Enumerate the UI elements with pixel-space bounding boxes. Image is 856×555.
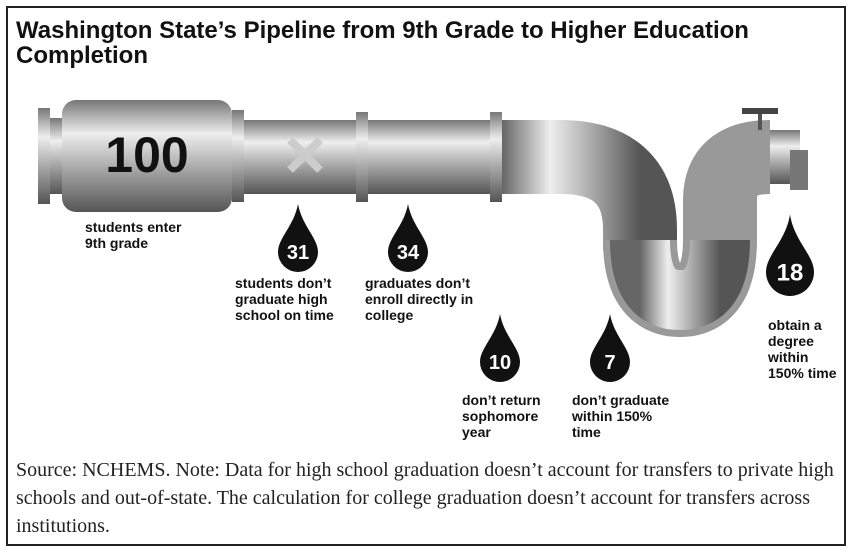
- start-label: students enter: [85, 219, 182, 235]
- drop-label: within 150%: [571, 408, 653, 424]
- drop-label: 150% time: [768, 365, 837, 381]
- drop-value: 18: [777, 259, 804, 286]
- drop-label: school on time: [235, 307, 334, 323]
- drop-label: obtain a: [768, 317, 822, 333]
- drop: [590, 314, 630, 382]
- drop-label: college: [365, 307, 413, 323]
- drop-label: enroll directly in: [365, 291, 473, 307]
- frame: [6, 6, 846, 546]
- drop-label: sophomore: [462, 408, 538, 424]
- drop-label: degree: [768, 333, 814, 349]
- drop: [480, 314, 520, 382]
- drop-label: students don’t: [235, 275, 332, 291]
- drop: [766, 214, 814, 296]
- pipe: [38, 100, 808, 338]
- drop-label: graduate high: [235, 291, 328, 307]
- drop: [388, 204, 428, 272]
- start-label: 9th grade: [85, 235, 148, 251]
- drop-label: don’t return: [462, 392, 541, 408]
- drop-label: don’t graduate: [572, 392, 669, 408]
- drop-label: within: [767, 349, 808, 365]
- drop-label: time: [572, 424, 601, 440]
- drop-label: graduates don’t: [365, 275, 470, 291]
- drop-value: 7: [604, 352, 615, 374]
- source-note: Source: NCHEMS. Note: Data for high scho…: [16, 459, 834, 537]
- drop-label: year: [462, 424, 491, 440]
- drop: [278, 204, 318, 272]
- drop-value: 10: [489, 352, 511, 374]
- title: Washington State’s Pipeline from 9th Gra…: [16, 17, 749, 69]
- drop-value: 34: [397, 242, 420, 264]
- start-value: 100: [105, 127, 188, 183]
- drop-value: 31: [287, 242, 309, 264]
